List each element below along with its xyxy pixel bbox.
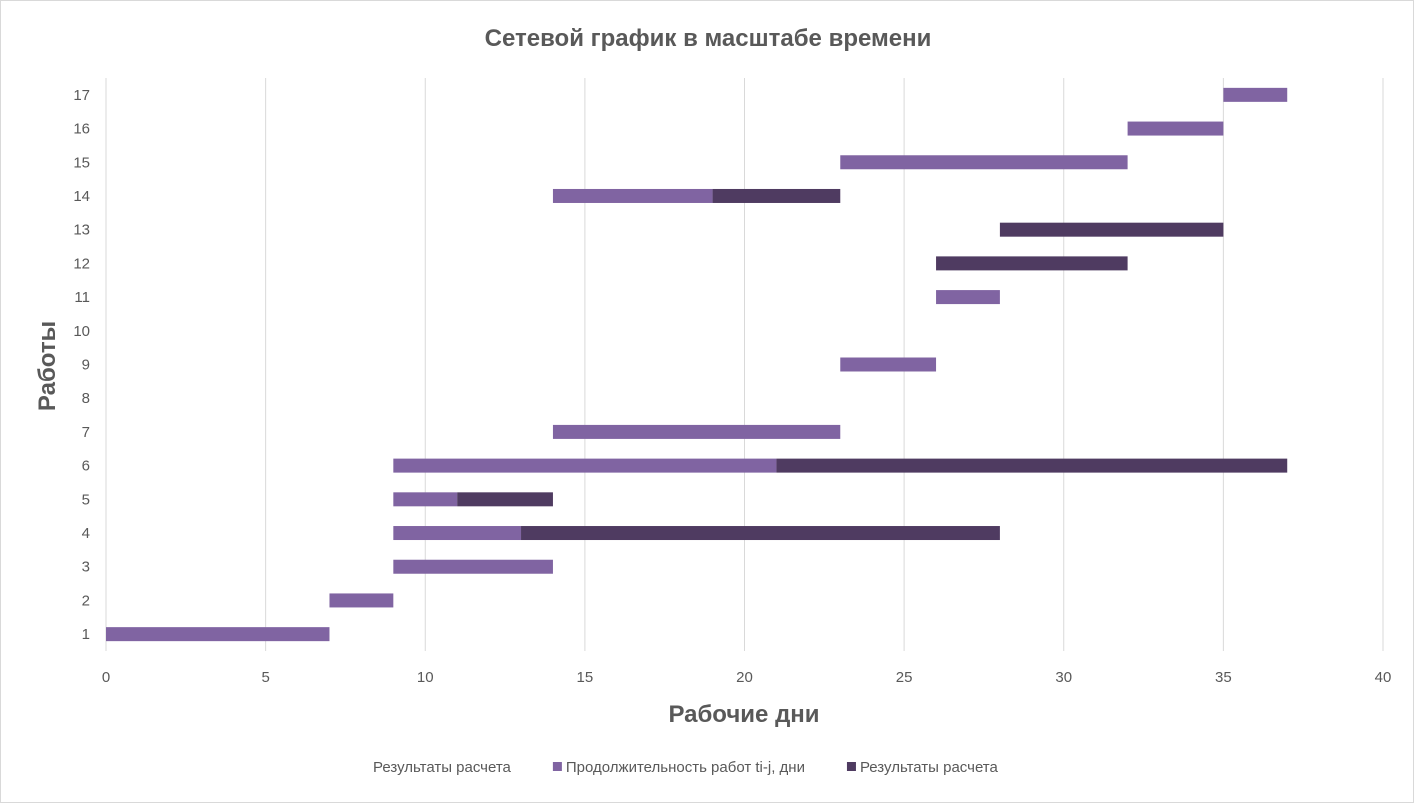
legend-label-0: Результаты расчета: [373, 759, 512, 776]
x-tick-label: 15: [577, 669, 594, 686]
bar-series-1-task-17: [1223, 87, 1288, 102]
x-tick-labels: 0 5 10 15 20 25 30 35 40: [102, 669, 1392, 686]
y-tick-label: 8: [82, 390, 90, 407]
bar-series-1-task-1: [106, 627, 330, 642]
x-tick-label: 30: [1055, 669, 1072, 686]
y-tick-label: 12: [73, 255, 90, 272]
bar-series-2-task-13: [999, 222, 1224, 237]
legend-label-2: Результаты расчета: [860, 759, 999, 776]
bar-series-1-task-15: [840, 155, 1128, 170]
legend-item-2: Результаты расчета: [846, 759, 999, 776]
legend: Результаты расчета Продолжительность рабо…: [373, 759, 998, 776]
y-tick-label: 2: [82, 592, 90, 609]
y-tick-label: 6: [82, 458, 90, 475]
y-tick-label: 9: [82, 357, 90, 374]
bar-series-1-task-16: [1127, 121, 1224, 136]
y-tick-label: 10: [73, 323, 90, 340]
y-tick-label: 1: [82, 626, 90, 643]
bar-series-1-task-11: [936, 290, 1000, 305]
gridlines: [105, 78, 1384, 651]
legend-swatch-1: [552, 762, 562, 771]
x-tick-label: 35: [1215, 669, 1232, 686]
bar-series-2-task-6: [776, 458, 1288, 473]
bar-series-1-task-9: [840, 357, 937, 372]
bar-series-2-task-14: [712, 188, 841, 203]
legend-label-1: Продолжительность работ ti-j, дни: [566, 759, 805, 776]
y-tick-label: 3: [82, 559, 90, 576]
y-tick-label: 7: [82, 424, 90, 441]
y-tick-label: 4: [82, 525, 90, 542]
bar-series-1-task-14: [552, 188, 713, 203]
y-tick-label: 5: [82, 491, 90, 508]
x-tick-label: 25: [896, 669, 913, 686]
x-tick-label: 20: [736, 669, 753, 686]
legend-item-1: Продолжительность работ ti-j, дни: [552, 759, 805, 776]
legend-swatch-2: [846, 762, 856, 771]
bar-series-1-task-5: [393, 492, 458, 507]
y-axis-title: Работы: [34, 321, 61, 411]
bar-series-1-task-7: [552, 424, 841, 439]
bar-series-2-task-12: [936, 256, 1128, 271]
y-tick-label: 14: [73, 188, 90, 205]
y-tick-label: 11: [74, 289, 90, 306]
bar-series-1-task-4: [393, 526, 522, 541]
bar-series-2-task-4: [521, 526, 1000, 541]
x-axis-title: Рабочие дни: [668, 701, 819, 728]
x-tick-label: 10: [417, 669, 434, 686]
y-tick-label: 13: [73, 222, 90, 239]
bar-series-2-task-5: [457, 492, 553, 507]
bars: [106, 87, 1288, 642]
y-tick-label: 17: [73, 87, 90, 104]
bar-series-1-task-2: [329, 593, 394, 608]
legend-item-0: Результаты расчета: [373, 759, 512, 776]
x-tick-label: 40: [1375, 669, 1392, 686]
y-tick-label: 15: [73, 154, 90, 171]
x-tick-label: 0: [102, 669, 110, 686]
y-tick-label: 16: [73, 121, 90, 138]
chart-title: Сетевой график в масштабе времени: [485, 25, 932, 52]
bar-series-1-task-3: [393, 559, 553, 574]
bar-series-1-task-6: [393, 458, 777, 473]
x-tick-label: 5: [261, 669, 269, 686]
